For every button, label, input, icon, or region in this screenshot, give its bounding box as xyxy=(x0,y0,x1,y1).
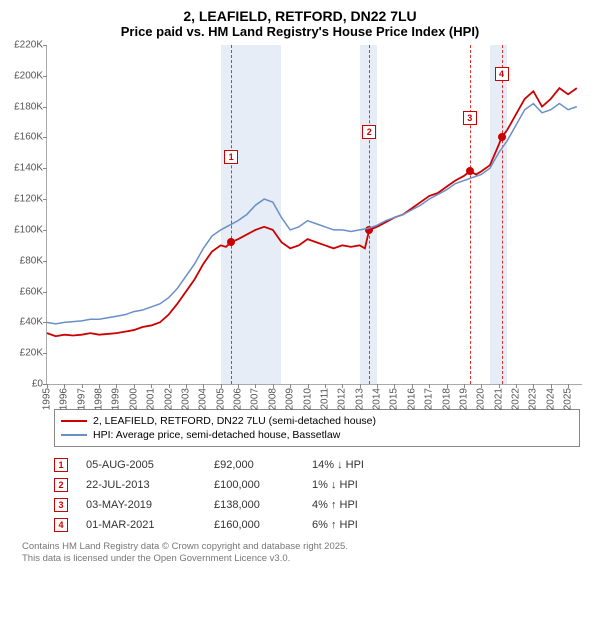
x-axis-label: 2001 xyxy=(146,388,157,410)
x-axis-label: 2002 xyxy=(163,388,174,410)
y-axis-label: £120K xyxy=(14,194,43,205)
x-axis-label: 2005 xyxy=(215,388,226,410)
x-axis-label: 2018 xyxy=(441,388,452,410)
series-hpi xyxy=(47,104,577,324)
y-axis-label: £140K xyxy=(14,163,43,174)
chart-title-address: 2, LEAFIELD, RETFORD, DN22 7LU xyxy=(10,8,590,24)
legend-label: 2, LEAFIELD, RETFORD, DN22 7LU (semi-det… xyxy=(93,415,376,427)
sale-row: 4 01-MAR-2021 £160,000 6% ↑ HPI xyxy=(54,515,580,535)
x-axis-label: 2011 xyxy=(319,388,330,410)
x-axis-label: 2022 xyxy=(510,388,521,410)
y-axis-label: £180K xyxy=(14,101,43,112)
x-axis-label: 2010 xyxy=(302,388,313,410)
legend-swatch xyxy=(61,420,87,422)
y-axis-label: £160K xyxy=(14,132,43,143)
x-axis-label: 1999 xyxy=(111,388,122,410)
sale-row-badge: 2 xyxy=(54,478,68,492)
legend-swatch xyxy=(61,434,87,436)
x-axis-label: 1998 xyxy=(94,388,105,410)
sale-row-badge: 4 xyxy=(54,518,68,532)
sale-delta: 4% ↑ HPI xyxy=(312,499,402,511)
sale-date: 22-JUL-2013 xyxy=(86,479,196,491)
x-axis-label: 2009 xyxy=(285,388,296,410)
sale-row: 2 22-JUL-2013 £100,000 1% ↓ HPI xyxy=(54,475,580,495)
y-axis-label: £220K xyxy=(14,40,43,51)
x-axis-label: 2000 xyxy=(128,388,139,410)
y-axis-label: £60K xyxy=(20,286,43,297)
x-axis-label: 2012 xyxy=(337,388,348,410)
x-axis-label: 2014 xyxy=(372,388,383,410)
y-axis-label: £40K xyxy=(20,317,43,328)
sale-row-badge: 1 xyxy=(54,458,68,472)
x-axis-label: 2017 xyxy=(424,388,435,410)
chart-plot-area: £0£20K£40K£60K£80K£100K£120K£140K£160K£1… xyxy=(46,45,582,385)
x-axis-label: 2007 xyxy=(250,388,261,410)
x-axis-label: 2006 xyxy=(233,388,244,410)
x-axis-label: 1997 xyxy=(76,388,87,410)
x-axis-label: 1995 xyxy=(42,388,53,410)
legend-item: 2, LEAFIELD, RETFORD, DN22 7LU (semi-det… xyxy=(61,414,573,428)
x-axis-label: 2004 xyxy=(198,388,209,410)
x-axis-label: 2015 xyxy=(389,388,400,410)
sale-delta: 6% ↑ HPI xyxy=(312,519,402,531)
x-axis-label: 2025 xyxy=(563,388,574,410)
x-axis-label: 2019 xyxy=(458,388,469,410)
sale-delta: 14% ↓ HPI xyxy=(312,459,402,471)
sales-table: 1 05-AUG-2005 £92,000 14% ↓ HPI 2 22-JUL-2013… xyxy=(54,455,580,535)
x-axis-label: 2023 xyxy=(528,388,539,410)
y-axis-label: £100K xyxy=(14,224,43,235)
x-axis-label: 2016 xyxy=(406,388,417,410)
x-axis-label: 2021 xyxy=(493,388,504,410)
y-axis-label: £80K xyxy=(20,255,43,266)
x-axis-label: 2003 xyxy=(180,388,191,410)
sale-date: 05-AUG-2005 xyxy=(86,459,196,471)
legend-item: HPI: Average price, semi-detached house,… xyxy=(61,428,573,442)
x-axis-label: 2008 xyxy=(267,388,278,410)
sale-date: 03-MAY-2019 xyxy=(86,499,196,511)
sale-date: 01-MAR-2021 xyxy=(86,519,196,531)
sale-price: £100,000 xyxy=(214,479,294,491)
x-axis-label: 1996 xyxy=(59,388,70,410)
x-axis-label: 2020 xyxy=(476,388,487,410)
sale-price: £92,000 xyxy=(214,459,294,471)
series-property xyxy=(47,88,577,336)
sale-row-badge: 3 xyxy=(54,498,68,512)
legend-label: HPI: Average price, semi-detached house,… xyxy=(93,429,340,441)
chart-legend: 2, LEAFIELD, RETFORD, DN22 7LU (semi-det… xyxy=(54,409,580,447)
sale-row: 3 03-MAY-2019 £138,000 4% ↑ HPI xyxy=(54,495,580,515)
sale-row: 1 05-AUG-2005 £92,000 14% ↓ HPI xyxy=(54,455,580,475)
footer-line-1: Contains HM Land Registry data © Crown c… xyxy=(22,541,580,553)
sale-delta: 1% ↓ HPI xyxy=(312,479,402,491)
sale-price: £138,000 xyxy=(214,499,294,511)
chart-title-block: 2, LEAFIELD, RETFORD, DN22 7LU Price pai… xyxy=(10,8,590,39)
y-axis-label: £200K xyxy=(14,70,43,81)
footer-line-2: This data is licensed under the Open Gov… xyxy=(22,553,580,565)
sale-price: £160,000 xyxy=(214,519,294,531)
y-axis-label: £20K xyxy=(20,348,43,359)
chart-title-subtitle: Price paid vs. HM Land Registry's House … xyxy=(10,24,590,39)
x-axis-label: 2013 xyxy=(354,388,365,410)
license-footer: Contains HM Land Registry data © Crown c… xyxy=(22,541,580,566)
x-axis-label: 2024 xyxy=(545,388,556,410)
